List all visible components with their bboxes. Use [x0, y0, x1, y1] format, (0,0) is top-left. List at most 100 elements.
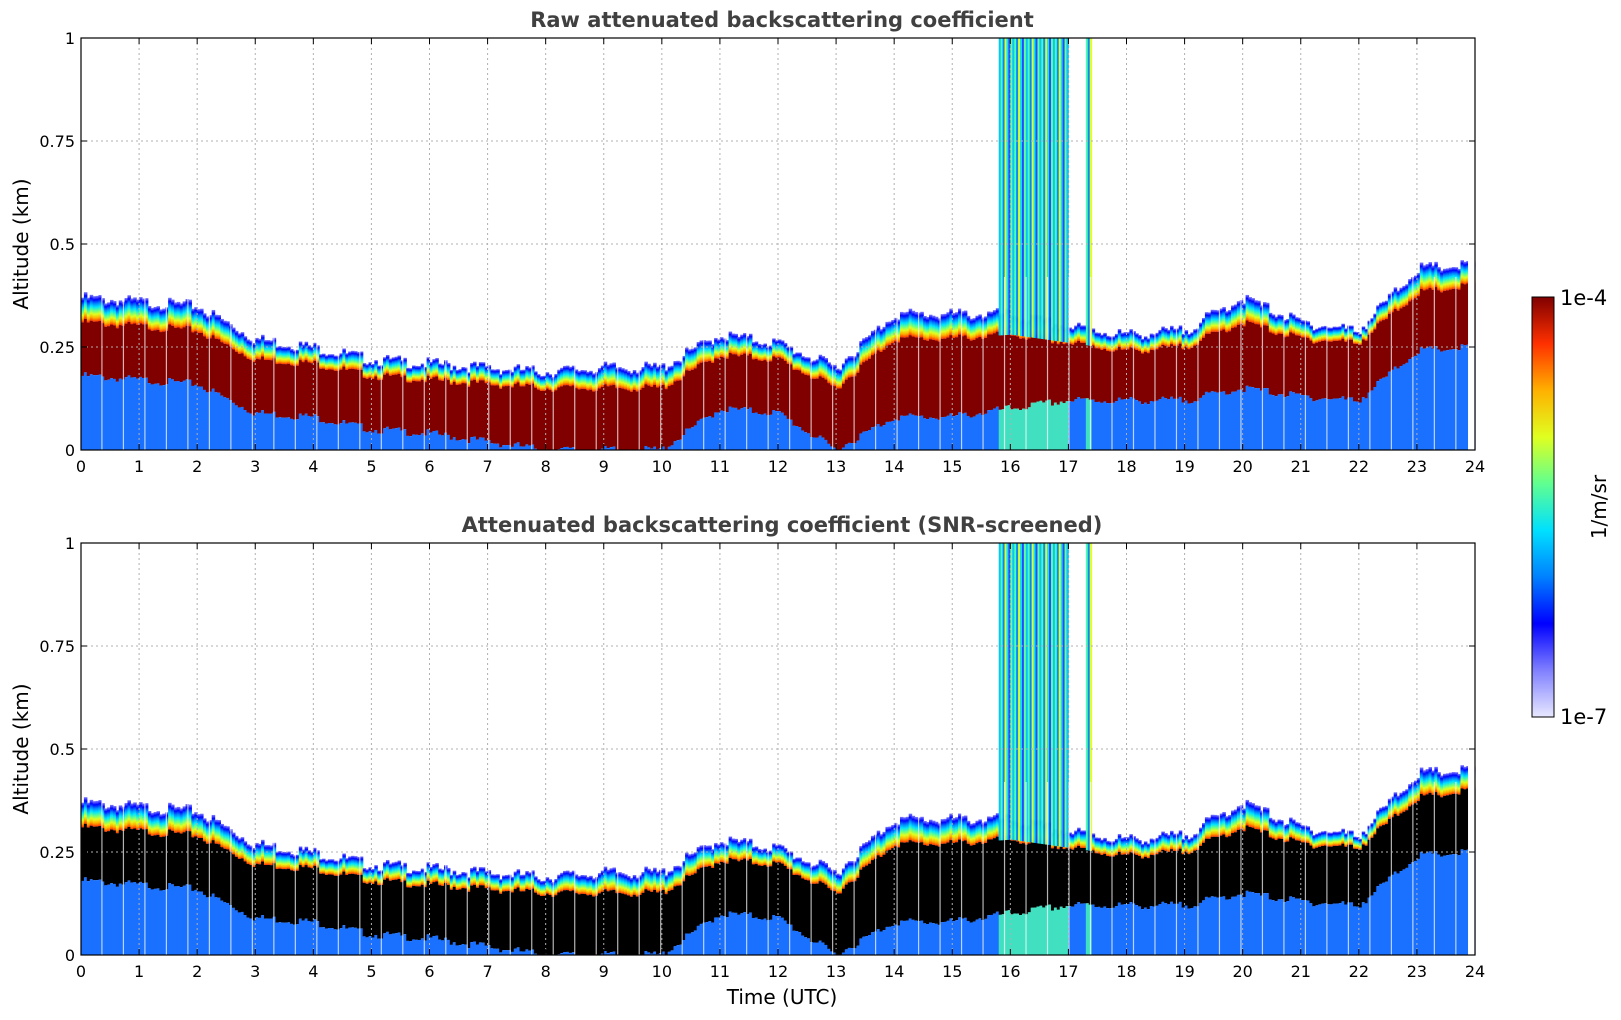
dense-core-column: [1068, 343, 1072, 402]
dense-core-column: [449, 889, 454, 945]
dense-core-column: [1245, 320, 1250, 386]
attenuated-column: [1219, 391, 1223, 450]
data-gap-line: [1003, 781, 1006, 955]
attenuated-column: [263, 413, 268, 450]
spike-column: [1037, 38, 1040, 339]
dense-core-column: [1344, 341, 1348, 400]
attenuated-column: [926, 419, 930, 450]
attenuated-column: [1294, 393, 1299, 450]
data-gap-line: [1068, 781, 1070, 955]
layer-band-column: [1216, 815, 1221, 837]
attenuated-column: [1059, 401, 1064, 450]
x-tick-label: 22: [1349, 962, 1369, 981]
attenuated-column: [255, 412, 259, 450]
attenuated-column: [438, 434, 442, 450]
attenuated-column: [783, 920, 788, 955]
attenuated-column: [891, 420, 895, 450]
attenuated-column: [89, 879, 94, 955]
dense-core-column: [853, 881, 858, 949]
attenuated-column: [1323, 903, 1328, 955]
dense-core-column: [394, 374, 399, 429]
attenuated-column: [368, 431, 373, 450]
attenuated-column: [1013, 408, 1017, 450]
attenuated-column: [1117, 397, 1122, 450]
data-gap-line: [939, 276, 941, 450]
layer-band-column: [539, 376, 544, 391]
attenuated-column: [888, 421, 892, 450]
attenuated-column: [1001, 914, 1006, 955]
layer-band-column: [1094, 332, 1099, 349]
layer-band-column: [1416, 777, 1421, 802]
dense-core-column: [969, 340, 974, 418]
layer-band-column: [571, 870, 576, 891]
layer-band-column: [1161, 831, 1165, 850]
dense-core-column: [914, 842, 918, 921]
attenuated-column: [409, 941, 413, 955]
dense-core-column: [110, 829, 114, 884]
attenuated-column: [1265, 893, 1270, 955]
attenuated-column: [1242, 391, 1247, 450]
dense-core-column: [748, 858, 753, 913]
attenuated-column: [824, 944, 828, 955]
dense-core-column: [836, 893, 840, 955]
layer-band-column: [356, 351, 361, 370]
dense-core-column: [609, 385, 614, 448]
layer-band-column: [644, 361, 648, 385]
dense-core-column: [554, 390, 558, 450]
layer-band-column: [298, 846, 303, 866]
attenuated-column: [124, 882, 129, 955]
dense-core-column: [455, 384, 460, 441]
layer-band-column: [1384, 300, 1389, 320]
attenuated-column: [769, 919, 773, 955]
attenuated-column: [1437, 349, 1441, 450]
dense-core-column: [269, 865, 274, 919]
layer-band-column: [147, 810, 152, 835]
dense-core-column: [1402, 811, 1406, 870]
layer-band-column: [664, 875, 669, 895]
dense-core-column: [150, 835, 155, 890]
attenuated-column: [1021, 408, 1026, 450]
attenuated-column: [966, 415, 971, 450]
attenuated-column: [104, 885, 108, 955]
layer-band-column: [240, 332, 245, 354]
dense-core-column: [412, 380, 416, 435]
attenuated-column: [1335, 398, 1340, 450]
attenuated-column: [391, 933, 396, 955]
dense-core-column: [266, 359, 271, 414]
dense-core-column: [1216, 836, 1221, 898]
attenuated-column: [987, 915, 991, 955]
attenuated-column: [403, 429, 407, 450]
layer-band-column: [1463, 261, 1467, 285]
dense-core-column: [441, 380, 445, 436]
layer-band-column: [243, 336, 248, 357]
spike-column: [1027, 38, 1031, 338]
data-gap-line: [789, 276, 791, 450]
attenuated-column: [789, 924, 794, 955]
layer-band-column: [1341, 828, 1345, 844]
layer-band-column: [1428, 262, 1433, 288]
dense-core-column: [194, 836, 198, 890]
layer-band-column: [133, 802, 137, 829]
layer-band-column: [995, 813, 1000, 837]
layer-band-column: [1135, 838, 1139, 855]
attenuated-column: [969, 922, 974, 955]
attenuated-column: [481, 437, 486, 450]
attenuated-column: [1228, 394, 1232, 450]
dense-core-column: [130, 829, 134, 883]
layer-band-column: [505, 874, 509, 892]
layer-band-column: [1286, 823, 1290, 842]
dense-core-column: [560, 891, 564, 954]
layer-band-column: [629, 877, 634, 897]
attenuated-column: [1451, 349, 1456, 450]
attenuated-column: [513, 948, 518, 955]
dense-core-column: [534, 892, 538, 954]
x-tick-label: 17: [1058, 457, 1078, 476]
x-tick-label: 13: [826, 962, 846, 981]
dense-core-column: [115, 833, 120, 887]
dense-core-column: [1321, 340, 1325, 399]
dense-core-column: [205, 843, 210, 898]
dense-core-column: [632, 389, 637, 450]
dense-core-column: [798, 370, 802, 428]
attenuated-column: [859, 433, 863, 450]
dense-core-column: [807, 880, 811, 939]
